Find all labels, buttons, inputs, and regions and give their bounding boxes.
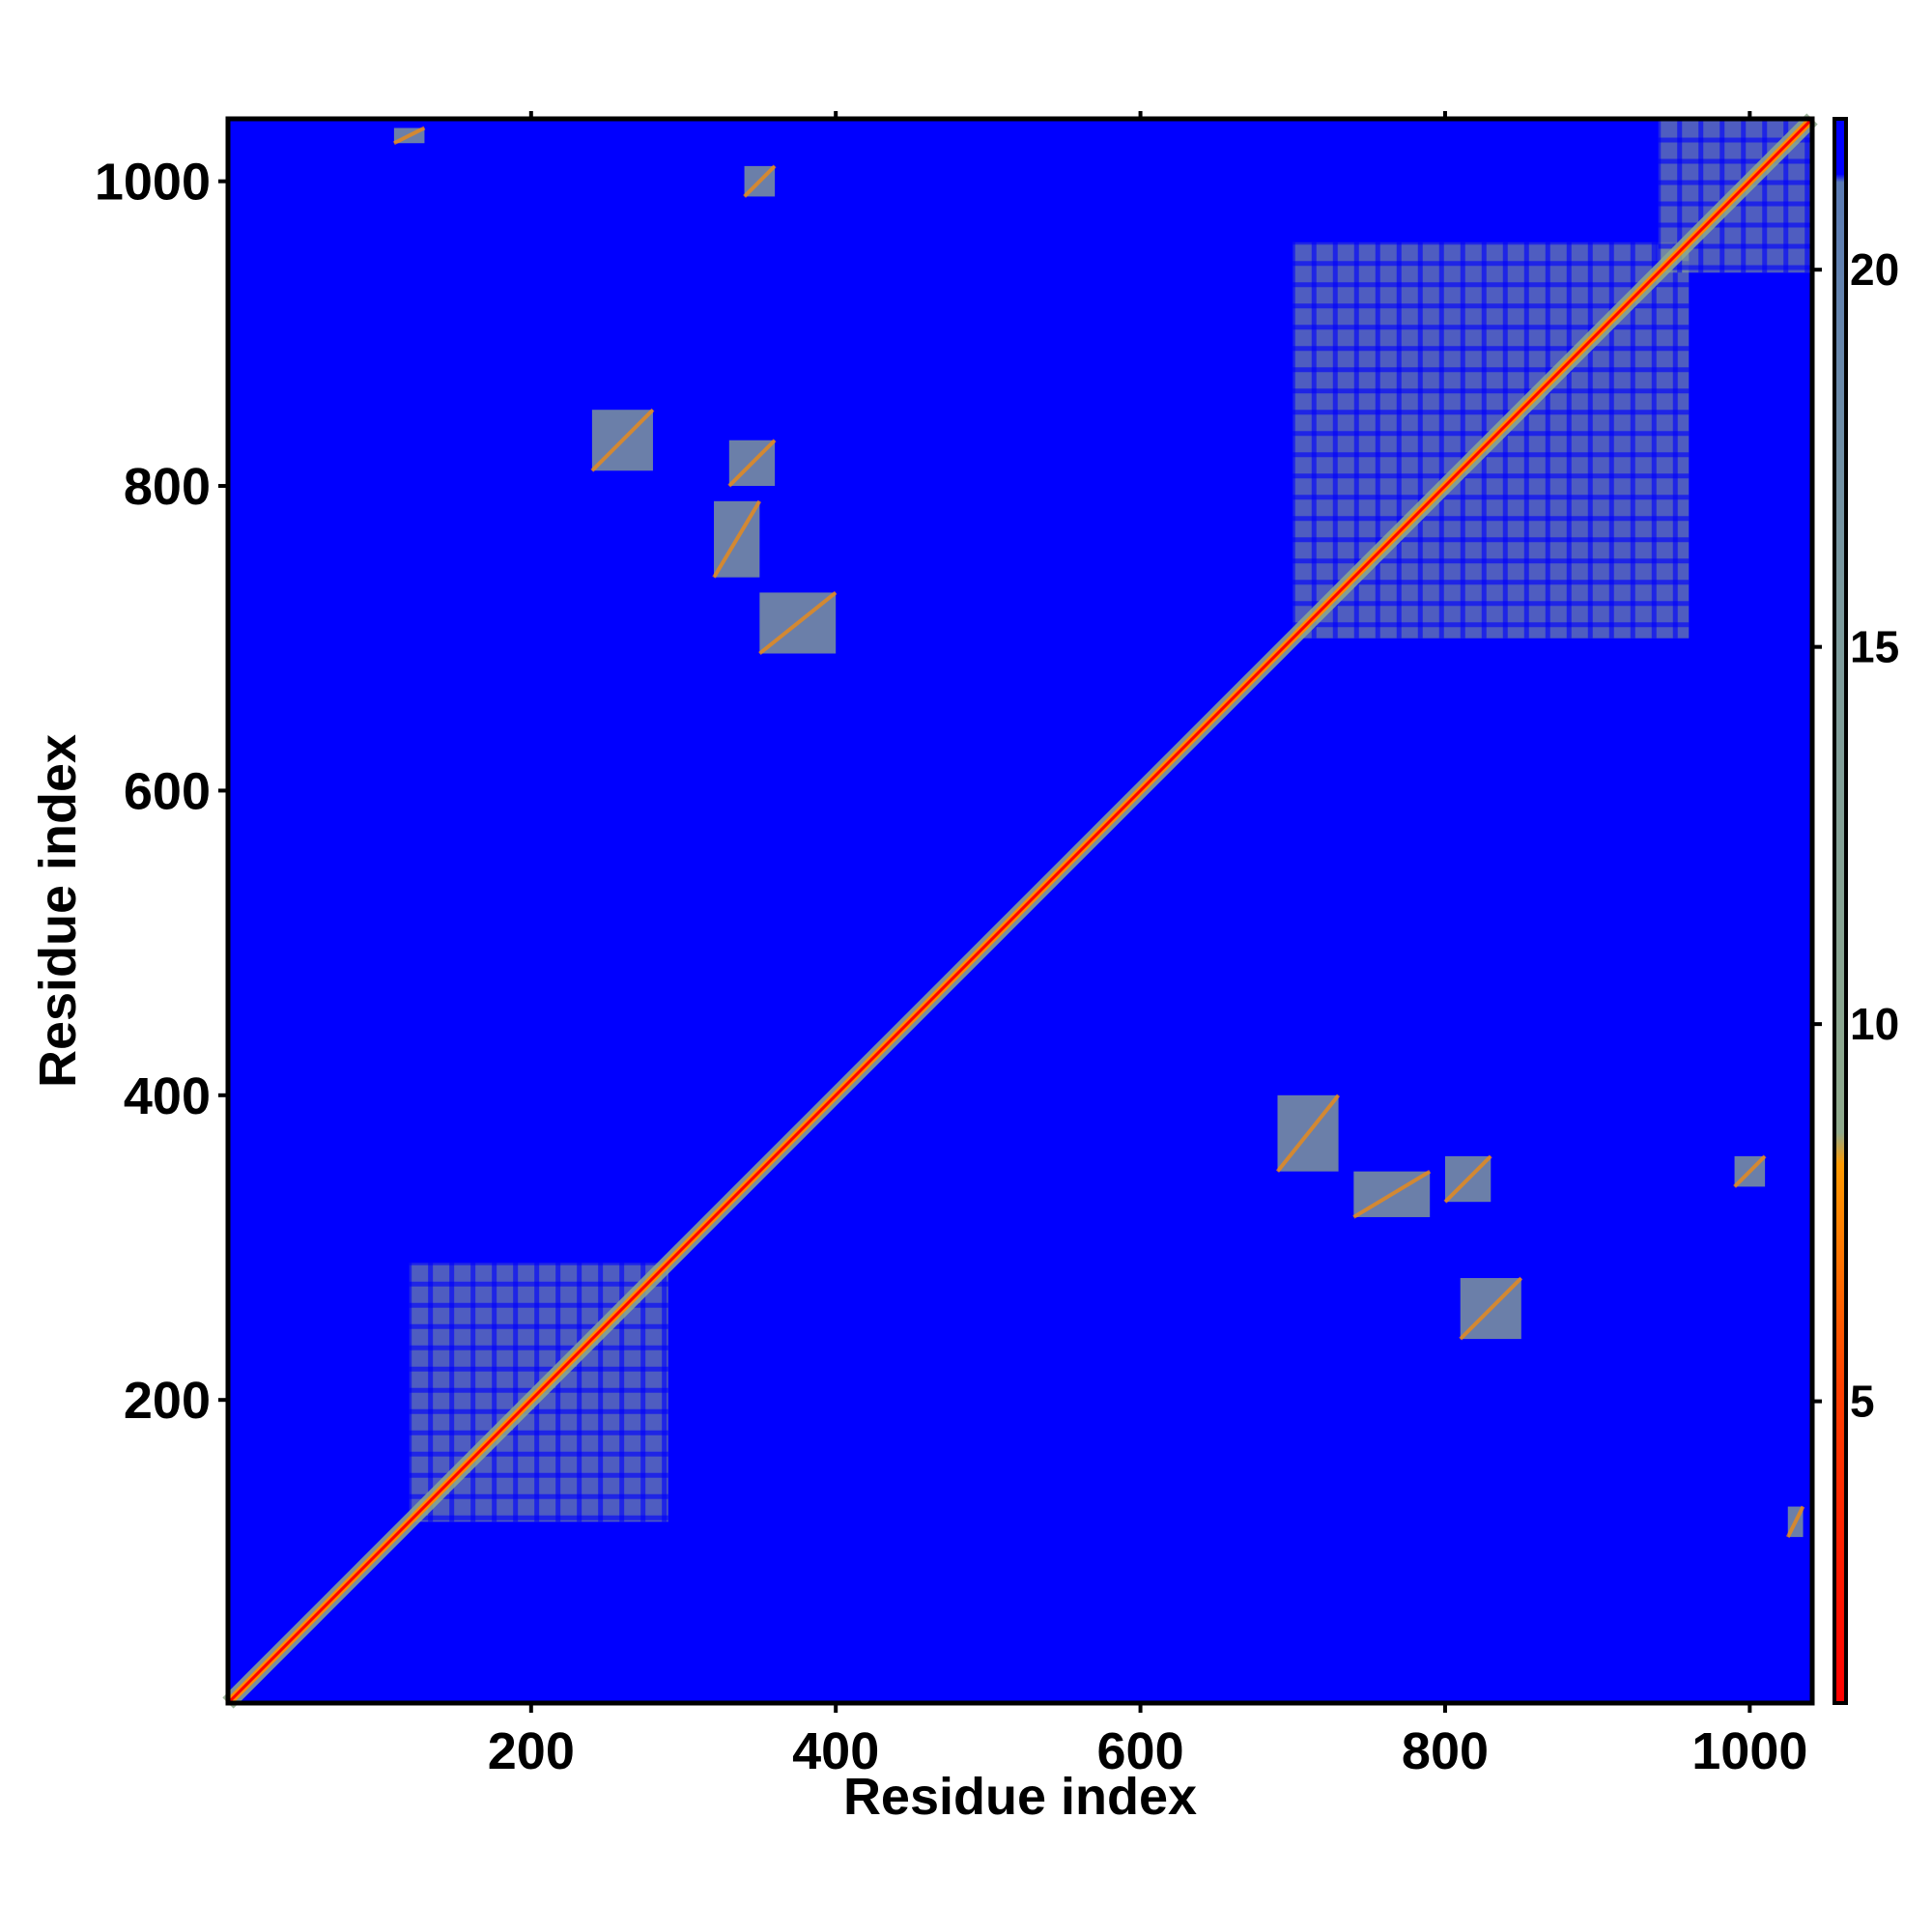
colorbar-gradient [1833, 117, 1848, 1705]
contact-patch-core [392, 126, 426, 146]
contact-patch-core [743, 164, 777, 198]
contact-patch-core [712, 499, 762, 579]
x-tick-label: 600 [1097, 1722, 1184, 1780]
x-axis-ticks: 200 400 600 800 1000 [488, 111, 1807, 1780]
x-tick-label: 1000 [1691, 1722, 1807, 1780]
contact-patch-core [1785, 1505, 1805, 1539]
y-axis-label: Residue index [29, 734, 87, 1088]
x-tick-label: 400 [792, 1722, 879, 1780]
y-tick-label: 1000 [95, 154, 211, 212]
colorbar-tick-label: 15 [1850, 622, 1899, 672]
y-axis-ticks: 200 400 600 800 1000 [95, 154, 228, 1430]
x-tick-label: 800 [1402, 1722, 1489, 1780]
heatmap-features [222, 113, 1818, 1709]
colorbar: 5 10 15 20 [1813, 117, 1899, 1705]
y-tick-label: 600 [124, 762, 211, 820]
contact-patch-core [1352, 1169, 1432, 1219]
contact-patch-core [1443, 1154, 1492, 1204]
colorbar-ticks: 5 10 15 20 [1813, 244, 1899, 1427]
contact-patch-core [1733, 1154, 1767, 1188]
y-tick-label: 400 [124, 1067, 211, 1125]
contact-patch-core [1459, 1276, 1523, 1341]
plot-frame [225, 116, 1815, 1706]
diagonal-line [226, 117, 1814, 1705]
x-tick-label: 200 [488, 1722, 575, 1780]
x-axis-label: Residue index [843, 1768, 1197, 1826]
y-tick-label: 800 [124, 458, 211, 516]
y-tick-label: 200 [124, 1372, 211, 1430]
contact-patch-core [590, 408, 655, 472]
colorbar-tick-label: 5 [1850, 1377, 1875, 1427]
contact-patch-core [758, 590, 838, 656]
heatmap-plot-area [222, 113, 1818, 1709]
colorbar-tick-label: 10 [1850, 999, 1899, 1049]
contact-patch-core [727, 439, 777, 488]
colorbar-tick-label: 20 [1850, 244, 1899, 295]
contact-patch-core [1275, 1094, 1341, 1173]
